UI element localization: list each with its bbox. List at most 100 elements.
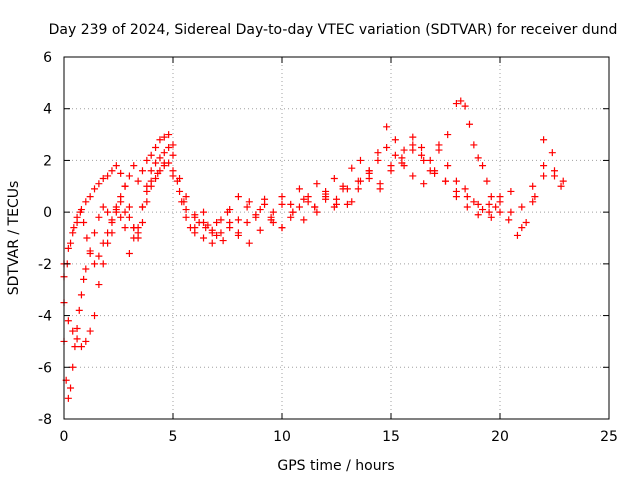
- data-point: [67, 239, 75, 247]
- data-point: [333, 195, 340, 203]
- data-point: [540, 162, 548, 170]
- data-point: [398, 159, 406, 167]
- data-point: [470, 198, 478, 206]
- data-point: [485, 208, 493, 216]
- data-point: [435, 141, 443, 149]
- data-point: [234, 193, 242, 201]
- data-point: [444, 131, 452, 139]
- data-point: [191, 224, 199, 232]
- data-point: [474, 211, 482, 219]
- data-point: [559, 177, 567, 185]
- data-point: [551, 167, 558, 175]
- data-point: [496, 193, 504, 201]
- data-point: [348, 198, 356, 206]
- data-point: [452, 193, 460, 201]
- data-point: [465, 120, 473, 128]
- data-point: [474, 200, 482, 208]
- data-point: [69, 363, 77, 371]
- data-point: [457, 97, 465, 105]
- data-point: [330, 175, 338, 183]
- data-point: [83, 234, 91, 242]
- data-point: [356, 156, 364, 164]
- data-point: [75, 306, 83, 314]
- data-point: [485, 200, 493, 208]
- data-point: [152, 175, 160, 183]
- data-point: [99, 260, 107, 268]
- data-point: [99, 203, 107, 211]
- data-point: [64, 244, 72, 252]
- data-point: [213, 218, 221, 226]
- data-point: [95, 252, 103, 260]
- data-point: [108, 218, 116, 226]
- data-point: [121, 182, 129, 190]
- data-point: [64, 394, 72, 402]
- data-point: [147, 177, 155, 185]
- data-point: [518, 203, 526, 211]
- data-point: [234, 216, 242, 224]
- data-point: [180, 198, 188, 206]
- x-tick-label: 20: [491, 429, 509, 445]
- data-point: [152, 159, 160, 167]
- data-point: [165, 131, 173, 139]
- data-point: [112, 208, 120, 216]
- data-point: [91, 229, 99, 237]
- data-point: [121, 224, 129, 232]
- data-point: [479, 206, 487, 214]
- data-point: [130, 234, 138, 242]
- data-point: [95, 213, 103, 221]
- data-point: [182, 206, 190, 214]
- data-point: [322, 187, 330, 195]
- data-point: [487, 213, 495, 221]
- data-point: [278, 193, 286, 201]
- chart-title: Day 239 of 2024, Sidereal Day-to-day VTE…: [49, 22, 618, 38]
- data-point: [147, 151, 155, 159]
- data-point: [104, 172, 112, 180]
- data-point: [134, 177, 142, 185]
- data-point: [529, 182, 537, 190]
- y-tick-label: 4: [43, 102, 52, 118]
- data-point: [73, 213, 81, 221]
- data-point: [418, 144, 426, 151]
- data-point: [91, 312, 99, 320]
- data-point: [287, 200, 295, 208]
- data-point: [77, 343, 85, 351]
- data-point: [176, 187, 184, 195]
- data-point: [143, 198, 151, 206]
- data-point: [252, 211, 260, 219]
- data-point: [452, 100, 460, 108]
- data-point: [400, 146, 408, 154]
- data-point: [452, 177, 460, 185]
- data-point: [191, 213, 199, 221]
- x-tick-label: 15: [382, 429, 400, 445]
- data-point: [138, 203, 146, 211]
- data-point: [409, 172, 417, 180]
- data-point: [300, 216, 308, 224]
- data-point: [117, 169, 125, 177]
- data-point: [243, 218, 251, 226]
- data-point: [134, 224, 142, 232]
- data-point: [125, 203, 133, 211]
- data-point: [156, 136, 164, 144]
- data-point: [77, 291, 85, 299]
- data-point: [176, 175, 184, 183]
- data-point: [267, 216, 275, 224]
- y-tick-label: -2: [38, 257, 52, 273]
- data-point: [121, 208, 129, 216]
- data-point: [112, 162, 120, 170]
- data-point: [165, 144, 173, 151]
- data-point: [160, 159, 168, 167]
- data-point: [125, 213, 133, 221]
- data-point: [487, 193, 495, 201]
- data-point: [522, 218, 530, 226]
- data-point: [409, 133, 417, 141]
- data-point: [182, 213, 190, 221]
- data-point: [507, 208, 515, 216]
- data-point: [463, 203, 471, 211]
- x-tick-label: 25: [600, 429, 618, 445]
- grid-lines: [64, 57, 609, 419]
- data-point: [444, 162, 452, 170]
- data-point: [420, 180, 428, 188]
- data-point: [71, 343, 79, 351]
- data-point: [339, 182, 347, 190]
